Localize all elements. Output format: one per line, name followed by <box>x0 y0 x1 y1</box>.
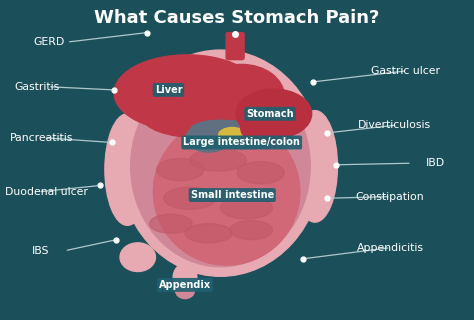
Ellipse shape <box>114 55 261 131</box>
Text: Large intestine/colon: Large intestine/colon <box>183 138 300 148</box>
Ellipse shape <box>237 162 284 184</box>
Text: Appendix: Appendix <box>159 280 211 290</box>
Ellipse shape <box>164 187 216 209</box>
Text: IBD: IBD <box>426 158 445 168</box>
Ellipse shape <box>185 224 232 243</box>
Text: IBS: IBS <box>31 246 49 256</box>
Ellipse shape <box>119 50 322 276</box>
Text: Diverticulosis: Diverticulosis <box>358 120 431 130</box>
Ellipse shape <box>131 66 310 267</box>
FancyBboxPatch shape <box>226 33 244 60</box>
Text: Appendicitis: Appendicitis <box>356 243 424 252</box>
Ellipse shape <box>236 89 312 139</box>
Ellipse shape <box>199 64 284 128</box>
Ellipse shape <box>150 214 192 233</box>
Text: What Causes Stomach Pain?: What Causes Stomach Pain? <box>94 9 380 27</box>
Ellipse shape <box>219 127 246 143</box>
Text: Pancreatitis: Pancreatitis <box>10 133 73 143</box>
Ellipse shape <box>220 197 273 219</box>
Text: Liver: Liver <box>155 85 182 95</box>
Text: Duodenal ulcer: Duodenal ulcer <box>5 187 88 197</box>
Ellipse shape <box>143 96 256 138</box>
Text: Constipation: Constipation <box>355 192 424 202</box>
Ellipse shape <box>190 120 274 149</box>
Text: Gastritis: Gastritis <box>15 82 60 92</box>
Ellipse shape <box>156 158 204 181</box>
Ellipse shape <box>190 149 246 171</box>
Ellipse shape <box>105 114 150 225</box>
Ellipse shape <box>173 264 197 291</box>
Text: GERD: GERD <box>34 37 65 47</box>
Ellipse shape <box>120 243 155 271</box>
Ellipse shape <box>241 112 288 144</box>
Ellipse shape <box>230 220 273 240</box>
Ellipse shape <box>186 123 231 152</box>
Text: Small intestine: Small intestine <box>191 190 274 200</box>
Text: Stomach: Stomach <box>246 109 294 119</box>
Text: Gastric ulcer: Gastric ulcer <box>371 66 440 76</box>
Ellipse shape <box>175 283 194 299</box>
Ellipse shape <box>133 90 308 122</box>
Ellipse shape <box>292 111 337 222</box>
Ellipse shape <box>154 119 300 265</box>
